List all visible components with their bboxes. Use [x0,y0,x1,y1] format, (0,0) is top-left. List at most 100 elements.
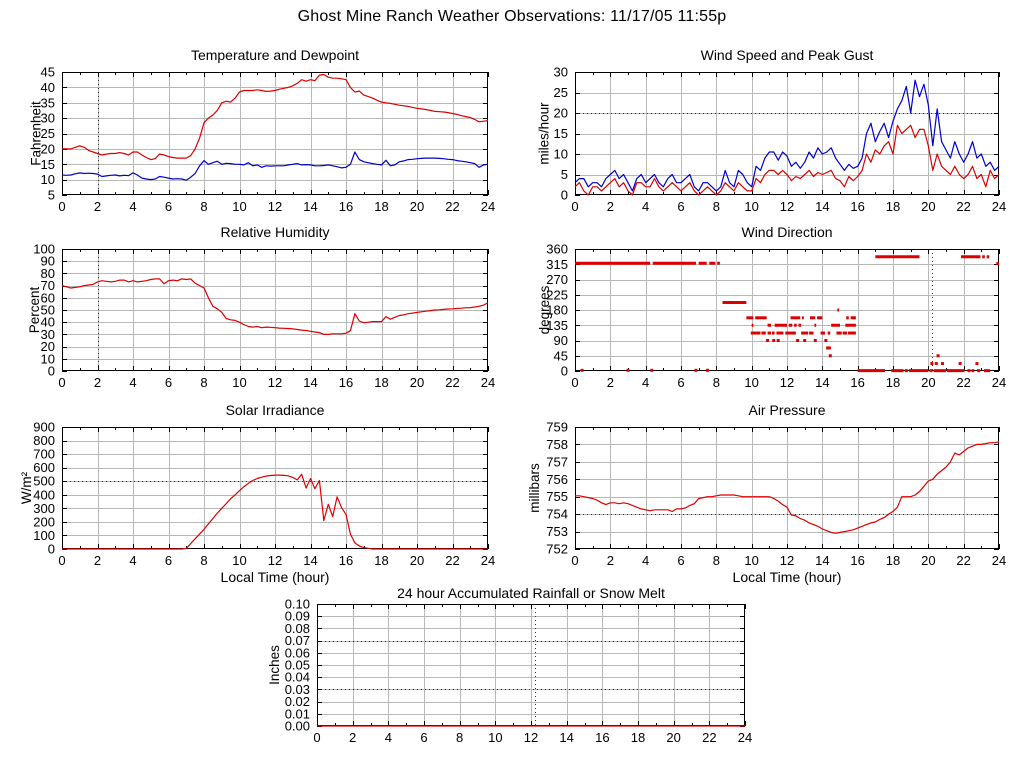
svg-text:100: 100 [33,242,55,257]
svg-text:2: 2 [607,375,614,390]
svg-text:8: 8 [200,375,207,390]
svg-text:0: 0 [561,188,568,203]
svg-text:6: 6 [165,199,172,214]
svg-text:18: 18 [631,730,645,745]
svg-text:20: 20 [41,141,55,156]
svg-text:20: 20 [921,553,935,568]
svg-text:10: 10 [554,147,568,162]
chart-title: Air Pressure [748,402,826,418]
svg-text:754: 754 [546,507,568,522]
svg-text:14: 14 [303,553,317,568]
svg-text:10: 10 [744,375,758,390]
plot-area: 0 2 4 6 8 10 12 14 16 18 20 22 240100200300400500600… [33,420,495,569]
svg-text:45: 45 [41,65,55,80]
svg-text:20: 20 [921,199,935,214]
svg-text:5: 5 [561,167,568,182]
svg-text:16: 16 [850,199,864,214]
svg-text:315: 315 [546,257,568,272]
svg-text:8: 8 [200,199,207,214]
svg-text:800: 800 [33,433,55,448]
svg-text:0.00: 0.00 [285,719,310,734]
svg-text:0.07: 0.07 [285,633,310,648]
svg-text:24: 24 [481,553,495,568]
svg-text:20: 20 [41,339,55,354]
chart-title: 24 hour Accumulated Rainfall or Snow Mel… [397,585,665,601]
svg-text:60: 60 [41,290,55,305]
svg-text:24: 24 [738,730,752,745]
svg-text:22: 22 [445,199,459,214]
svg-text:80: 80 [41,266,55,281]
svg-text:753: 753 [546,524,568,539]
svg-text:0.08: 0.08 [285,621,310,636]
svg-text:12: 12 [268,553,282,568]
svg-text:0.02: 0.02 [285,694,310,709]
svg-text:25: 25 [554,85,568,100]
svg-text:10: 10 [232,375,246,390]
svg-text:0: 0 [58,375,65,390]
svg-text:300: 300 [33,501,55,516]
svg-text:45: 45 [554,348,568,363]
chart-title: Relative Humidity [220,224,330,240]
svg-text:20: 20 [410,375,424,390]
svg-text:16: 16 [850,375,864,390]
svg-text:0: 0 [313,730,320,745]
svg-text:24: 24 [992,553,1006,568]
svg-text:0.05: 0.05 [285,658,310,673]
svg-text:10: 10 [232,553,246,568]
svg-text:10: 10 [41,172,55,187]
x-axis-label: Local Time (hour) [732,569,842,585]
plot-area: 0 2 4 6 8 10 12 14 16 18 20 22 247527537547557567577… [546,420,1006,569]
svg-text:10: 10 [488,730,502,745]
svg-text:50: 50 [41,303,55,318]
plot-area: 0 2 4 6 8 10 12 14 16 18 20 22 240.000.010.020.030.0… [285,597,753,746]
svg-text:0.09: 0.09 [285,609,310,624]
x-axis-label: Local Time (hour) [220,569,330,585]
svg-text:15: 15 [41,157,55,172]
svg-text:8: 8 [200,553,207,568]
svg-text:180: 180 [546,303,568,318]
relative-humidity-chart: Relative Humidity Percent 0 2 4 6 8 10 12 14 16 1… [27,224,496,390]
svg-text:14: 14 [815,375,829,390]
svg-text:12: 12 [268,375,282,390]
svg-text:5: 5 [48,188,55,203]
svg-text:0.03: 0.03 [285,682,310,697]
svg-text:0: 0 [571,199,578,214]
svg-text:6: 6 [165,375,172,390]
rainfall-chart: 24 hour Accumulated Rainfall or Snow Mel… [267,585,753,746]
svg-text:18: 18 [374,375,388,390]
svg-text:0: 0 [58,199,65,214]
svg-text:12: 12 [780,199,794,214]
svg-text:6: 6 [677,199,684,214]
svg-text:20: 20 [554,106,568,121]
svg-text:22: 22 [702,730,716,745]
svg-text:8: 8 [713,375,720,390]
svg-text:12: 12 [780,553,794,568]
plot-area: 0 2 4 6 8 10 12 14 16 18 20 22 240459013518022527031… [546,242,1006,391]
svg-text:0: 0 [48,542,55,557]
svg-text:0.10: 0.10 [285,597,310,612]
wind-direction-chart: Wind Direction degrees 0 2 4 6 8 10 12 14 16 18 20… [537,224,1007,391]
svg-text:4: 4 [642,375,649,390]
svg-text:24: 24 [992,199,1006,214]
svg-text:18: 18 [374,553,388,568]
chart-title: Wind Speed and Peak Gust [700,47,874,63]
svg-text:16: 16 [595,730,609,745]
svg-text:12: 12 [524,730,538,745]
svg-text:22: 22 [956,375,970,390]
svg-text:759: 759 [546,420,568,435]
svg-text:0: 0 [571,553,578,568]
svg-text:16: 16 [339,375,353,390]
svg-text:30: 30 [41,111,55,126]
chart-title: Wind Direction [741,224,833,240]
svg-text:16: 16 [850,553,864,568]
svg-text:20: 20 [666,730,680,745]
svg-text:16: 16 [339,199,353,214]
svg-text:12: 12 [780,375,794,390]
svg-text:20: 20 [410,199,424,214]
svg-text:90: 90 [554,333,568,348]
svg-text:22: 22 [445,553,459,568]
